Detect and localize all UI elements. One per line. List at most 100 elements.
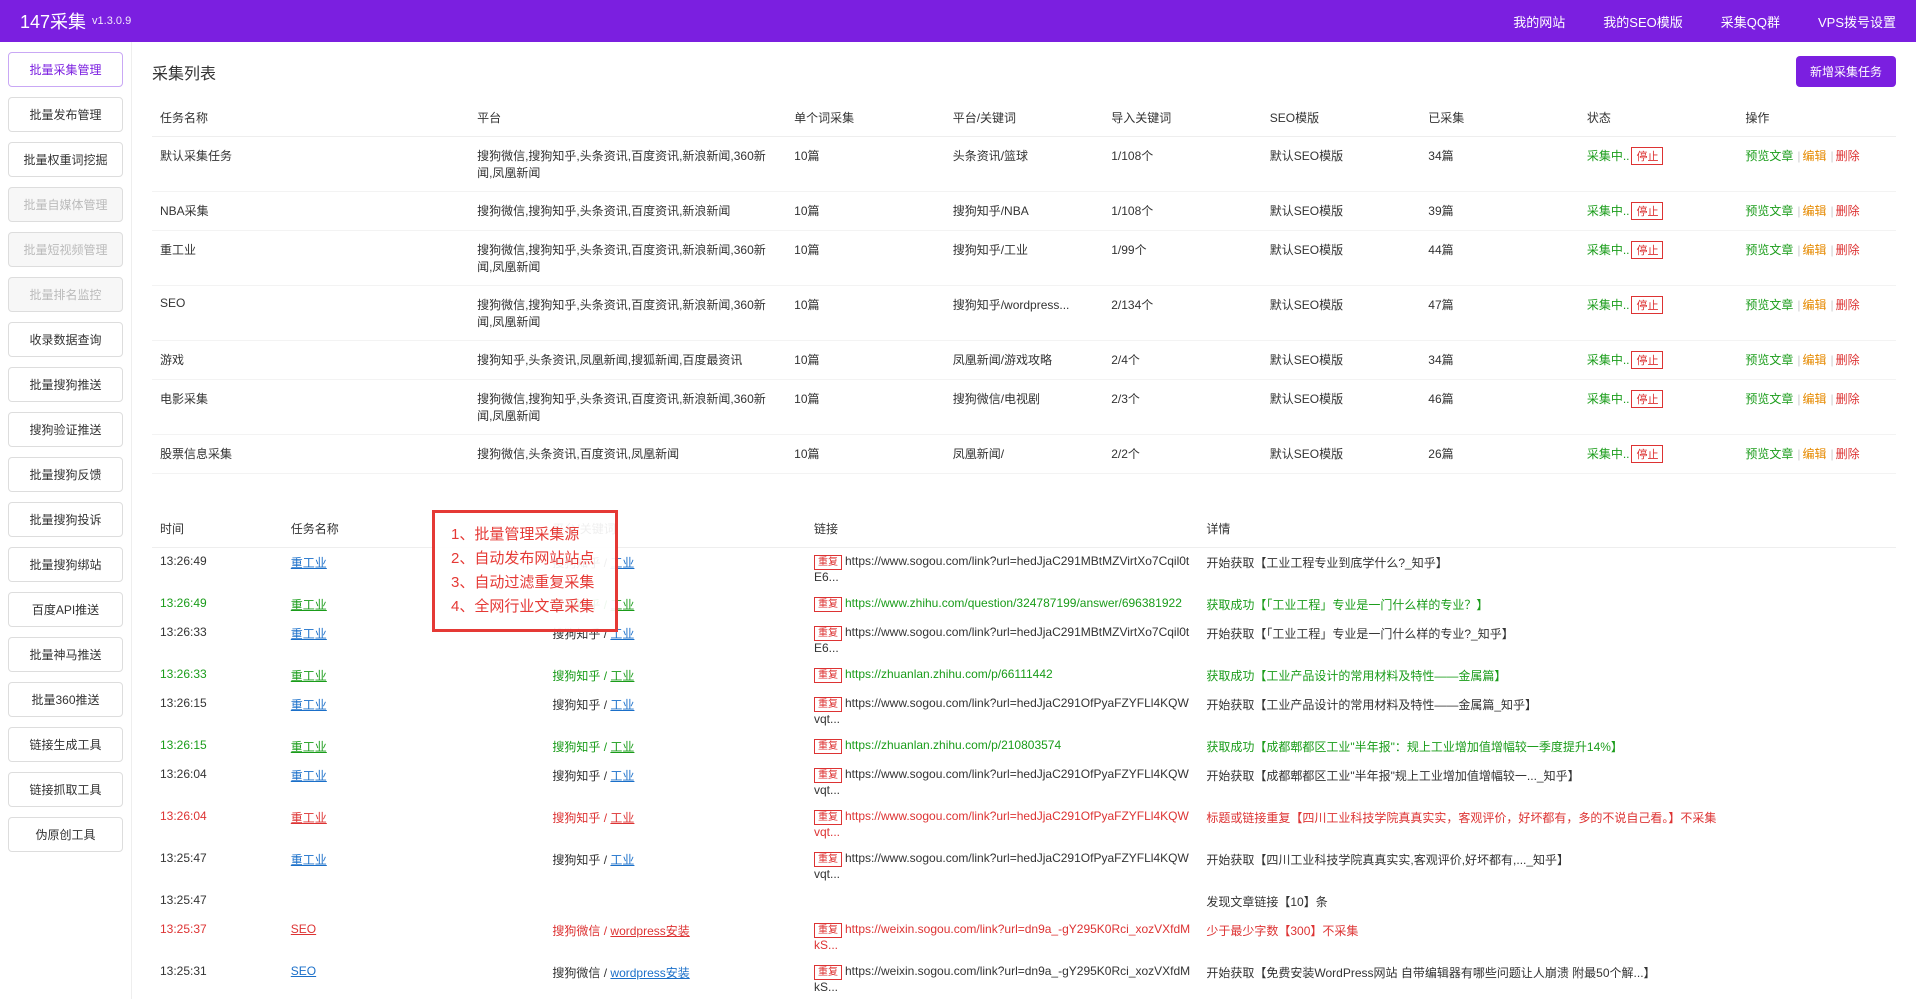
keyword-link[interactable]: wordpress安装 — [610, 924, 689, 938]
stop-button[interactable]: 停止 — [1631, 147, 1663, 165]
keyword-link[interactable]: wordpress安装 — [610, 966, 689, 980]
delete-link[interactable]: 删除 — [1836, 149, 1860, 163]
status-running: 采集中.. — [1587, 353, 1630, 367]
stop-button[interactable]: 停止 — [1631, 445, 1663, 463]
topnav-item[interactable]: 我的网站 — [1513, 12, 1565, 31]
task-link[interactable]: 重工业 — [291, 769, 327, 783]
task-row: SEO搜狗微信,搜狗知乎,头条资讯,百度资讯,新浪新闻,360新闻,凤凰新闻10… — [152, 286, 1896, 341]
edit-link[interactable]: 编辑 — [1802, 149, 1826, 163]
sidebar-item[interactable]: 链接生成工具 — [8, 727, 123, 762]
sidebar-item[interactable]: 批量神马推送 — [8, 637, 123, 672]
sidebar-item[interactable]: 百度API推送 — [8, 592, 123, 627]
task-link[interactable]: 重工业 — [291, 627, 327, 641]
stop-button[interactable]: 停止 — [1631, 390, 1663, 408]
sidebar-item[interactable]: 批量搜狗投诉 — [8, 502, 123, 537]
stop-button[interactable]: 停止 — [1631, 296, 1663, 314]
sidebar-item[interactable]: 批量搜狗绑站 — [8, 547, 123, 582]
delete-link[interactable]: 删除 — [1836, 243, 1860, 257]
status-running: 采集中.. — [1587, 392, 1630, 406]
task-col-header: 平台 — [469, 99, 786, 137]
topnav-item[interactable]: 采集QQ群 — [1721, 12, 1780, 31]
delete-link[interactable]: 删除 — [1836, 298, 1860, 312]
stop-button[interactable]: 停止 — [1631, 241, 1663, 259]
dup-tag: 重复 — [814, 626, 842, 641]
task-link[interactable]: 重工业 — [291, 598, 327, 612]
task-link[interactable]: SEO — [291, 964, 316, 978]
log-url[interactable]: https://www.sogou.com/link?url=hedJjaC29… — [814, 554, 1189, 584]
preview-link[interactable]: 预览文章 — [1745, 353, 1793, 367]
stop-button[interactable]: 停止 — [1631, 351, 1663, 369]
log-url[interactable]: https://www.sogou.com/link?url=hedJjaC29… — [814, 851, 1189, 881]
task-col-header: 平台/关键词 — [945, 99, 1104, 137]
keyword-link[interactable]: 工业 — [610, 740, 634, 754]
preview-link[interactable]: 预览文章 — [1745, 447, 1793, 461]
edit-link[interactable]: 编辑 — [1802, 353, 1826, 367]
log-url[interactable]: https://www.sogou.com/link?url=hedJjaC29… — [814, 809, 1189, 839]
sidebar-item[interactable]: 链接抓取工具 — [8, 772, 123, 807]
stop-button[interactable]: 停止 — [1631, 202, 1663, 220]
log-message: 获取成功【「工业工程」专业是一门什么样的专业？】 — [1198, 590, 1896, 619]
edit-link[interactable]: 编辑 — [1802, 298, 1826, 312]
task-col-header: 任务名称 — [152, 99, 469, 137]
log-row: 13:26:33重工业搜狗知乎 / 工业重复https://www.sogou.… — [152, 619, 1896, 661]
sidebar-item[interactable]: 批量360推送 — [8, 682, 123, 717]
delete-link[interactable]: 删除 — [1836, 353, 1860, 367]
log-row: 13:26:33重工业搜狗知乎 / 工业重复https://zhuanlan.z… — [152, 661, 1896, 690]
keyword-link[interactable]: 工业 — [610, 769, 634, 783]
log-url[interactable]: https://weixin.sogou.com/link?url=dn9a_-… — [814, 922, 1190, 952]
task-link[interactable]: 重工业 — [291, 740, 327, 754]
delete-link[interactable]: 删除 — [1836, 447, 1860, 461]
task-row: 股票信息采集搜狗微信,头条资讯,百度资讯,凤凰新闻10篇凤凰新闻/2/2个默认S… — [152, 435, 1896, 474]
log-message: 开始获取【工业工程专业到底学什么?_知乎】 — [1198, 548, 1896, 591]
task-link[interactable]: SEO — [291, 922, 316, 936]
task-col-header: 已采集 — [1420, 99, 1579, 137]
topnav-item[interactable]: 我的SEO模版 — [1603, 12, 1682, 31]
keyword-link[interactable]: 工业 — [610, 811, 634, 825]
task-link[interactable]: 重工业 — [291, 811, 327, 825]
sidebar-item[interactable]: 伪原创工具 — [8, 817, 123, 852]
task-link[interactable]: 重工业 — [291, 853, 327, 867]
log-row: 13:25:31SEO搜狗微信 / wordpress安装重复https://w… — [152, 958, 1896, 999]
edit-link[interactable]: 编辑 — [1802, 447, 1826, 461]
log-url[interactable]: https://zhuanlan.zhihu.com/p/66111442 — [845, 667, 1053, 681]
topnav-item[interactable]: VPS拨号设置 — [1818, 12, 1896, 31]
add-task-button[interactable]: 新增采集任务 — [1796, 56, 1896, 87]
sidebar-item[interactable]: 搜狗验证推送 — [8, 412, 123, 447]
delete-link[interactable]: 删除 — [1836, 204, 1860, 218]
sidebar-item[interactable]: 批量采集管理 — [8, 52, 123, 87]
log-message: 获取成功【成都郫都区工业"半年报"：规上工业增加值增幅较一季度提升14%】 — [1198, 732, 1896, 761]
keyword-link[interactable]: 工业 — [610, 853, 634, 867]
preview-link[interactable]: 预览文章 — [1745, 204, 1793, 218]
delete-link[interactable]: 删除 — [1836, 392, 1860, 406]
sidebar-item[interactable]: 批量搜狗反馈 — [8, 457, 123, 492]
log-url[interactable]: https://weixin.sogou.com/link?url=dn9a_-… — [814, 964, 1190, 994]
preview-link[interactable]: 预览文章 — [1745, 298, 1793, 312]
edit-link[interactable]: 编辑 — [1802, 204, 1826, 218]
log-url[interactable]: https://www.zhihu.com/question/324787199… — [845, 596, 1182, 610]
status-running: 采集中.. — [1587, 204, 1630, 218]
dup-tag: 重复 — [814, 923, 842, 938]
task-link[interactable]: 重工业 — [291, 556, 327, 570]
main-content: 采集列表 新增采集任务 任务名称平台单个词采集平台/关键词导入关键词SEO模版已… — [132, 42, 1916, 999]
log-row: 13:26:49重工业搜狗知乎 / 工业重复https://www.sogou.… — [152, 548, 1896, 591]
preview-link[interactable]: 预览文章 — [1745, 149, 1793, 163]
preview-link[interactable]: 预览文章 — [1745, 243, 1793, 257]
task-link[interactable]: 重工业 — [291, 669, 327, 683]
log-url[interactable]: https://www.sogou.com/link?url=hedJjaC29… — [814, 625, 1189, 655]
preview-link[interactable]: 预览文章 — [1745, 392, 1793, 406]
keyword-link[interactable]: 工业 — [610, 669, 634, 683]
log-url[interactable]: https://www.sogou.com/link?url=hedJjaC29… — [814, 767, 1189, 797]
dup-tag: 重复 — [814, 597, 842, 612]
task-col-header: 操作 — [1737, 99, 1896, 137]
log-url[interactable]: https://zhuanlan.zhihu.com/p/210803574 — [845, 738, 1061, 752]
task-table: 任务名称平台单个词采集平台/关键词导入关键词SEO模版已采集状态操作 默认采集任… — [152, 99, 1896, 474]
sidebar-item[interactable]: 批量搜狗推送 — [8, 367, 123, 402]
keyword-link[interactable]: 工业 — [610, 698, 634, 712]
edit-link[interactable]: 编辑 — [1802, 243, 1826, 257]
log-url[interactable]: https://www.sogou.com/link?url=hedJjaC29… — [814, 696, 1189, 726]
sidebar-item[interactable]: 收录数据查询 — [8, 322, 123, 357]
task-link[interactable]: 重工业 — [291, 698, 327, 712]
sidebar-item[interactable]: 批量发布管理 — [8, 97, 123, 132]
edit-link[interactable]: 编辑 — [1802, 392, 1826, 406]
sidebar-item[interactable]: 批量权重词挖掘 — [8, 142, 123, 177]
